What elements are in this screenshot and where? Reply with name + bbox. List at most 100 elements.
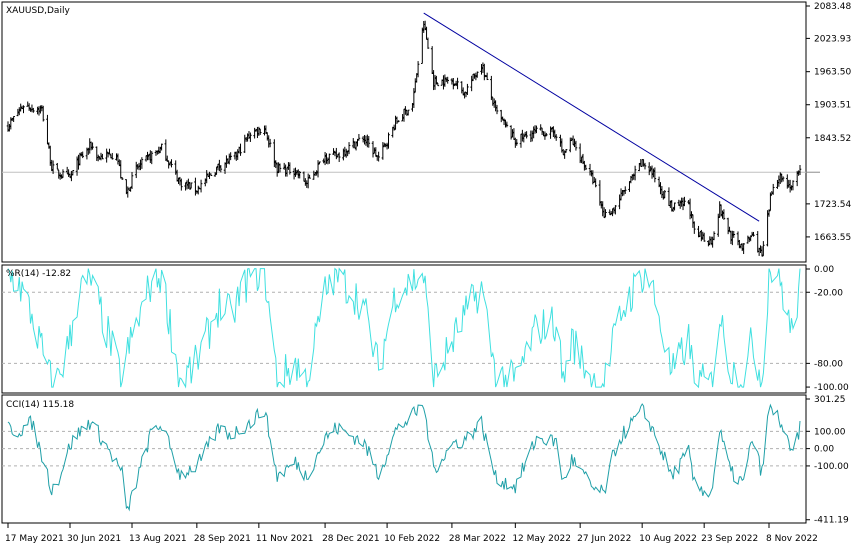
ohlc-bar — [712, 231, 716, 241]
price-y-tick-label: 2083.48 — [814, 2, 851, 12]
ohlc-bar — [51, 160, 55, 174]
ohlc-bar — [71, 170, 75, 176]
ohlc-bar — [32, 107, 35, 113]
ohlc-bar — [436, 83, 440, 87]
williams-r-panel: 0.00 -20.00 -80.00 -100.00 — [1, 264, 849, 394]
ohlc-bar — [189, 182, 193, 189]
ohlc-bar — [798, 165, 802, 175]
ohlc-bar — [150, 151, 154, 165]
price-panel: 2083.48 2023.93 1963.50 1903.51 1843.52 1723.… — [1, 1, 851, 263]
time-tick-label: 17 May 2021 — [5, 534, 64, 544]
ohlc-bar — [752, 231, 755, 237]
time-tick-label: 28 Sep 2021 — [194, 534, 251, 544]
ohlc-bar — [435, 75, 438, 85]
ohlc-bar — [298, 170, 302, 179]
price-y-tick-label: 1723.54 — [814, 200, 851, 210]
ohlc-bar — [693, 221, 696, 234]
ohlc-bar — [196, 185, 200, 195]
ohlc-bar — [387, 132, 390, 149]
trend-line — [423, 12, 760, 222]
time-tick-label: 8 Nov 2022 — [766, 534, 818, 544]
ohlc-bar — [732, 230, 736, 238]
ohlc-bar — [412, 88, 416, 108]
ohlc-bar — [160, 143, 163, 151]
ohlc-bar — [318, 161, 321, 165]
ohlc-bar — [742, 243, 745, 255]
ohlc-bar — [515, 139, 519, 146]
ohlc-bar — [643, 162, 647, 170]
ohlc-bar — [760, 246, 764, 257]
ohlc-bar — [767, 209, 771, 217]
ohlc-bar — [535, 125, 538, 134]
ohlc-bar — [337, 152, 341, 162]
ohlc-bar — [623, 186, 627, 194]
ohlc-bar — [416, 61, 420, 78]
time-tick-label: 11 Nov 2021 — [256, 534, 314, 544]
ohlc-bar — [110, 152, 114, 160]
wpr-series-line — [7, 267, 801, 389]
ohlc-bar — [781, 176, 785, 182]
cci-y-tick-label: -100.00 — [814, 462, 849, 472]
ohlc-bar — [673, 202, 676, 211]
ohlc-bar — [347, 142, 351, 155]
ohlc-bar — [602, 207, 606, 219]
ohlc-bar — [61, 169, 65, 179]
ohlc-bar — [525, 131, 528, 139]
ohlc-bar — [12, 115, 15, 122]
cci-y-tick-label: 0.00 — [814, 445, 834, 455]
ohlc-bar — [584, 164, 588, 171]
cci-panel-frame — [1, 394, 807, 524]
ohlc-bar — [490, 75, 493, 101]
price-y-tick-label: 1963.50 — [814, 68, 851, 78]
cci-y-tick-label: -411.19 — [814, 516, 849, 526]
ohlc-bar — [258, 128, 262, 135]
cci-series-line — [7, 403, 801, 512]
ohlc-bar — [367, 136, 371, 148]
time-tick-label: 27 Jun 2022 — [577, 534, 631, 544]
ohlc-bar — [762, 241, 765, 256]
ohlc-bar — [485, 72, 489, 81]
ohlc-bar — [249, 132, 252, 142]
ohlc-bar — [357, 133, 361, 141]
ohlc-bar — [140, 157, 144, 169]
ohlc-bar — [229, 152, 232, 161]
ohlc-bar — [702, 232, 706, 242]
ohlc-bar — [594, 178, 597, 188]
time-tick-label: 30 Jun 2021 — [67, 534, 121, 544]
ohlc-bar — [209, 173, 213, 176]
time-tick-label: 23 Sep 2022 — [701, 534, 758, 544]
ohlc-bar — [769, 192, 772, 211]
ohlc-bar — [101, 153, 104, 160]
time-axis: 17 May 2021 30 Jun 2021 13 Aug 2021 28 Sep … — [5, 523, 818, 544]
ohlc-bar — [268, 138, 272, 148]
ohlc-bar — [316, 160, 320, 178]
ohlc-bar — [194, 177, 197, 196]
wpr-panel-frame — [1, 264, 807, 394]
ohlc-bar — [377, 151, 380, 162]
time-tick-label: 10 Feb 2022 — [384, 534, 440, 544]
ohlc-bar — [130, 172, 134, 189]
time-tick-label: 28 Dec 2021 — [322, 534, 380, 544]
ohlc-bar — [180, 178, 183, 191]
ohlc-bar — [663, 190, 667, 199]
price-y-tick-label: 2023.93 — [814, 34, 851, 44]
ohlc-bar — [690, 211, 693, 219]
ohlc-bar — [456, 77, 459, 90]
ohlc-bar — [722, 209, 726, 220]
price-panel-frame — [1, 1, 807, 263]
wpr-y-tick-label: 0.00 — [814, 265, 834, 275]
ohlc-bar — [574, 140, 578, 151]
ohlc-bar — [239, 143, 242, 156]
ohlc-bar — [41, 105, 45, 122]
wpr-panel-title: %R(14) -12.82 — [6, 269, 71, 279]
wpr-y-tick-label: -100.00 — [814, 383, 849, 393]
ohlc-bar — [426, 37, 430, 49]
time-tick-label: 12 May 2022 — [512, 534, 571, 544]
ohlc-bar — [170, 159, 173, 168]
ohlc-bar — [22, 105, 25, 114]
ohlc-bar — [108, 148, 111, 155]
ohlc-bar — [604, 209, 607, 218]
ohlc-bar — [771, 183, 775, 195]
ohlc-bar — [475, 71, 479, 78]
